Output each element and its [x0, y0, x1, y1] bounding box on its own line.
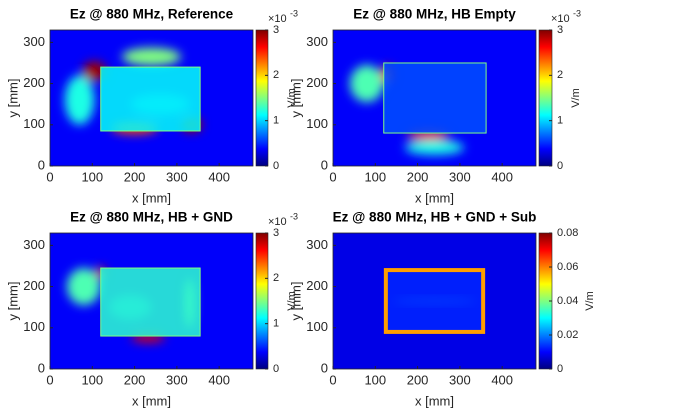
colorbar-tick-label: 3: [557, 24, 563, 36]
colorbar-label: V/m: [286, 291, 298, 311]
colorbar: [255, 232, 269, 370]
axes-frame: [49, 232, 254, 370]
chart-title: Ez @ 880 MHz, HB + GND + Sub: [333, 210, 537, 225]
x-tick-label: 100: [364, 169, 386, 184]
x-tick-label: 400: [208, 169, 230, 184]
housing-box: [383, 62, 487, 134]
x-tick-label: 100: [364, 372, 386, 387]
chart-title: Ez @ 880 MHz, Reference: [70, 7, 234, 22]
x-axis-label: x [mm]: [132, 393, 171, 408]
field-spot: [121, 47, 182, 66]
field-spot: [404, 140, 465, 155]
colorbar-tick-label: 0: [273, 160, 279, 172]
x-tick-label: 200: [124, 372, 146, 387]
field: [50, 233, 253, 369]
y-tick-label: 100: [306, 116, 328, 131]
y-tick-label: 300: [23, 34, 45, 49]
colorbar-label: V/m: [584, 291, 596, 311]
field-spot: [64, 75, 95, 125]
x-tick-label: 200: [124, 169, 146, 184]
y-tick-label: 0: [321, 360, 328, 375]
x-tick-label: 0: [46, 169, 53, 184]
x-tick-label: 100: [81, 169, 103, 184]
colorbar-tick-label: 2: [273, 69, 279, 81]
colorbar: [538, 29, 553, 167]
colorbar-tick-label: 0.06: [557, 261, 578, 273]
x-tick-label: 300: [166, 372, 188, 387]
colorbar-tick-label: 2: [273, 272, 279, 284]
colorbar-tick-label: 1: [273, 318, 279, 330]
x-tick-label: 400: [208, 372, 230, 387]
x-tick-label: 300: [449, 372, 471, 387]
y-axis-label: y [mm]: [288, 282, 303, 321]
y-tick-label: 0: [38, 360, 45, 375]
x-tick-label: 400: [491, 169, 513, 184]
x-tick-label: 100: [81, 372, 103, 387]
x-axis-label: x [mm]: [132, 190, 171, 205]
x-tick-label: 300: [166, 169, 188, 184]
y-tick-label: 300: [306, 34, 328, 49]
colorbar: [255, 29, 269, 167]
colorbar-tick-label: 2: [557, 69, 563, 81]
y-tick-label: 200: [306, 278, 328, 293]
y-tick-label: 300: [306, 237, 328, 252]
colorbar-tick-label: 1: [273, 115, 279, 127]
x-tick-label: 0: [329, 169, 336, 184]
colorbar-multiplier: ×10: [268, 216, 287, 228]
colorbar-tick-label: 0: [557, 160, 563, 172]
y-tick-label: 200: [23, 75, 45, 90]
y-tick-label: 100: [23, 319, 45, 334]
chart-title: Ez @ 880 MHz, HB Empty: [353, 7, 516, 22]
field-spot: [66, 268, 101, 306]
colorbar-exponent: -3: [290, 211, 298, 221]
colorbar-tick-label: 0.08: [557, 227, 578, 239]
chart-title: Ez @ 880 MHz, HB + GND: [70, 210, 233, 225]
colorbar-exponent: -3: [290, 8, 298, 18]
colorbar-tick-label: 0: [273, 363, 279, 375]
x-tick-label: 0: [46, 372, 53, 387]
x-tick-label: 300: [449, 169, 471, 184]
y-tick-label: 200: [23, 278, 45, 293]
field: [333, 233, 536, 369]
x-axis-label: x [mm]: [415, 190, 454, 205]
colorbar-multiplier: ×10: [551, 13, 570, 25]
colorbar-tick-label: 0.02: [557, 329, 578, 341]
y-tick-label: 300: [23, 237, 45, 252]
colorbar-tick-label: 0.04: [557, 295, 578, 307]
colorbar-tick-label: 1: [557, 115, 563, 127]
x-axis-label: x [mm]: [415, 393, 454, 408]
field: [50, 30, 253, 166]
field: [333, 30, 536, 166]
colorbar-label: V/m: [570, 88, 582, 108]
y-tick-label: 200: [306, 75, 328, 90]
colorbar-multiplier: ×10: [268, 13, 287, 25]
colorbar-tick-label: 0: [557, 363, 563, 375]
axes-frame: [332, 232, 537, 370]
y-tick-label: 0: [321, 157, 328, 172]
colorbar-label: V/m: [286, 88, 298, 108]
housing-box: [100, 66, 201, 132]
axes-frame: [332, 29, 537, 167]
x-tick-label: 200: [407, 372, 429, 387]
field-spot: [349, 65, 384, 103]
colorbar-tick-label: 3: [273, 227, 279, 239]
x-tick-label: 400: [491, 372, 513, 387]
y-axis-label: y [mm]: [5, 79, 20, 118]
y-axis-label: y [mm]: [5, 282, 20, 321]
y-tick-label: 100: [23, 116, 45, 131]
housing-box: [383, 268, 486, 334]
y-tick-label: 0: [38, 157, 45, 172]
axes-frame: [49, 29, 254, 167]
x-tick-label: 200: [407, 169, 429, 184]
colorbar-tick-label: 3: [273, 24, 279, 36]
housing-box: [100, 267, 201, 337]
y-axis-label: y [mm]: [288, 79, 303, 118]
y-tick-label: 100: [306, 319, 328, 334]
colorbar-exponent: -3: [573, 8, 581, 18]
x-tick-label: 0: [329, 372, 336, 387]
